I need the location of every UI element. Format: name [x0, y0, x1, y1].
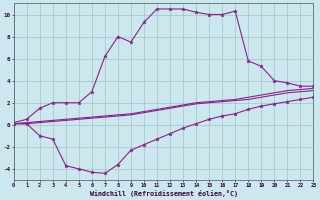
- X-axis label: Windchill (Refroidissement éolien,°C): Windchill (Refroidissement éolien,°C): [90, 190, 237, 197]
